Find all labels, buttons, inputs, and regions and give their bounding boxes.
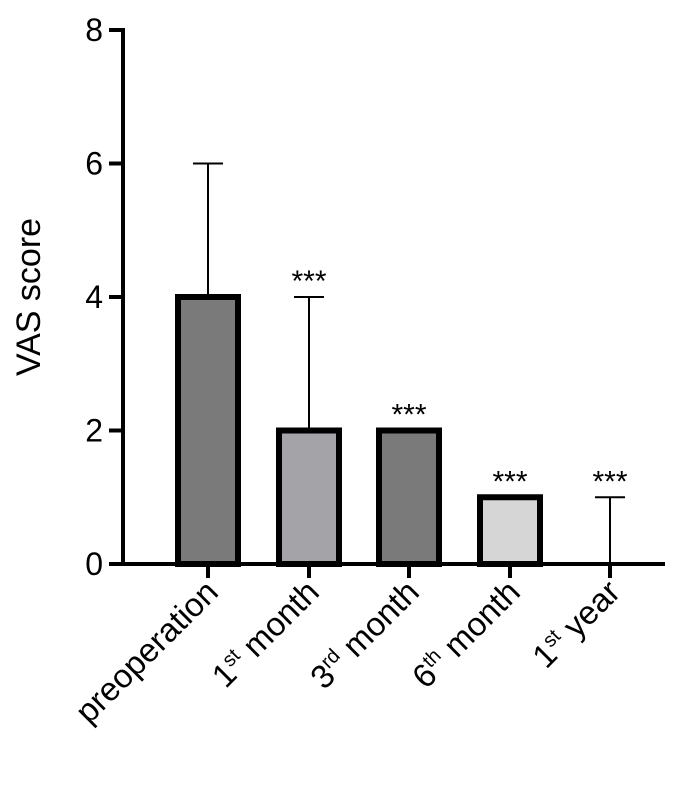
- x-tick-label: 3rd month: [303, 573, 426, 696]
- significance-label: ***: [291, 265, 326, 298]
- y-tick-label: 8: [85, 12, 103, 48]
- y-tick-labels: 0 2 4 6 8: [85, 12, 103, 582]
- error-bars: [193, 162, 625, 564]
- x-tick-label: 1st year: [525, 573, 627, 675]
- bar: [175, 294, 241, 567]
- significance-marks: *** *** *** ***: [291, 265, 627, 498]
- bar: [376, 427, 442, 567]
- bar: [477, 494, 543, 567]
- x-tick-label: 1st month: [204, 573, 325, 694]
- x-tick-label: preoperation: [68, 573, 225, 730]
- y-axis-title: VAS score: [10, 218, 48, 376]
- x-tick-label: 6th month: [405, 573, 527, 695]
- y-tick-label: 6: [85, 146, 103, 182]
- significance-label: ***: [492, 465, 527, 498]
- y-tick-label: 4: [85, 279, 103, 315]
- bar: [276, 427, 342, 567]
- significance-label: ***: [391, 399, 426, 432]
- y-tick-label: 2: [85, 413, 103, 449]
- significance-label: ***: [592, 465, 627, 498]
- bars: [175, 294, 543, 567]
- y-tick-label: 0: [85, 546, 103, 582]
